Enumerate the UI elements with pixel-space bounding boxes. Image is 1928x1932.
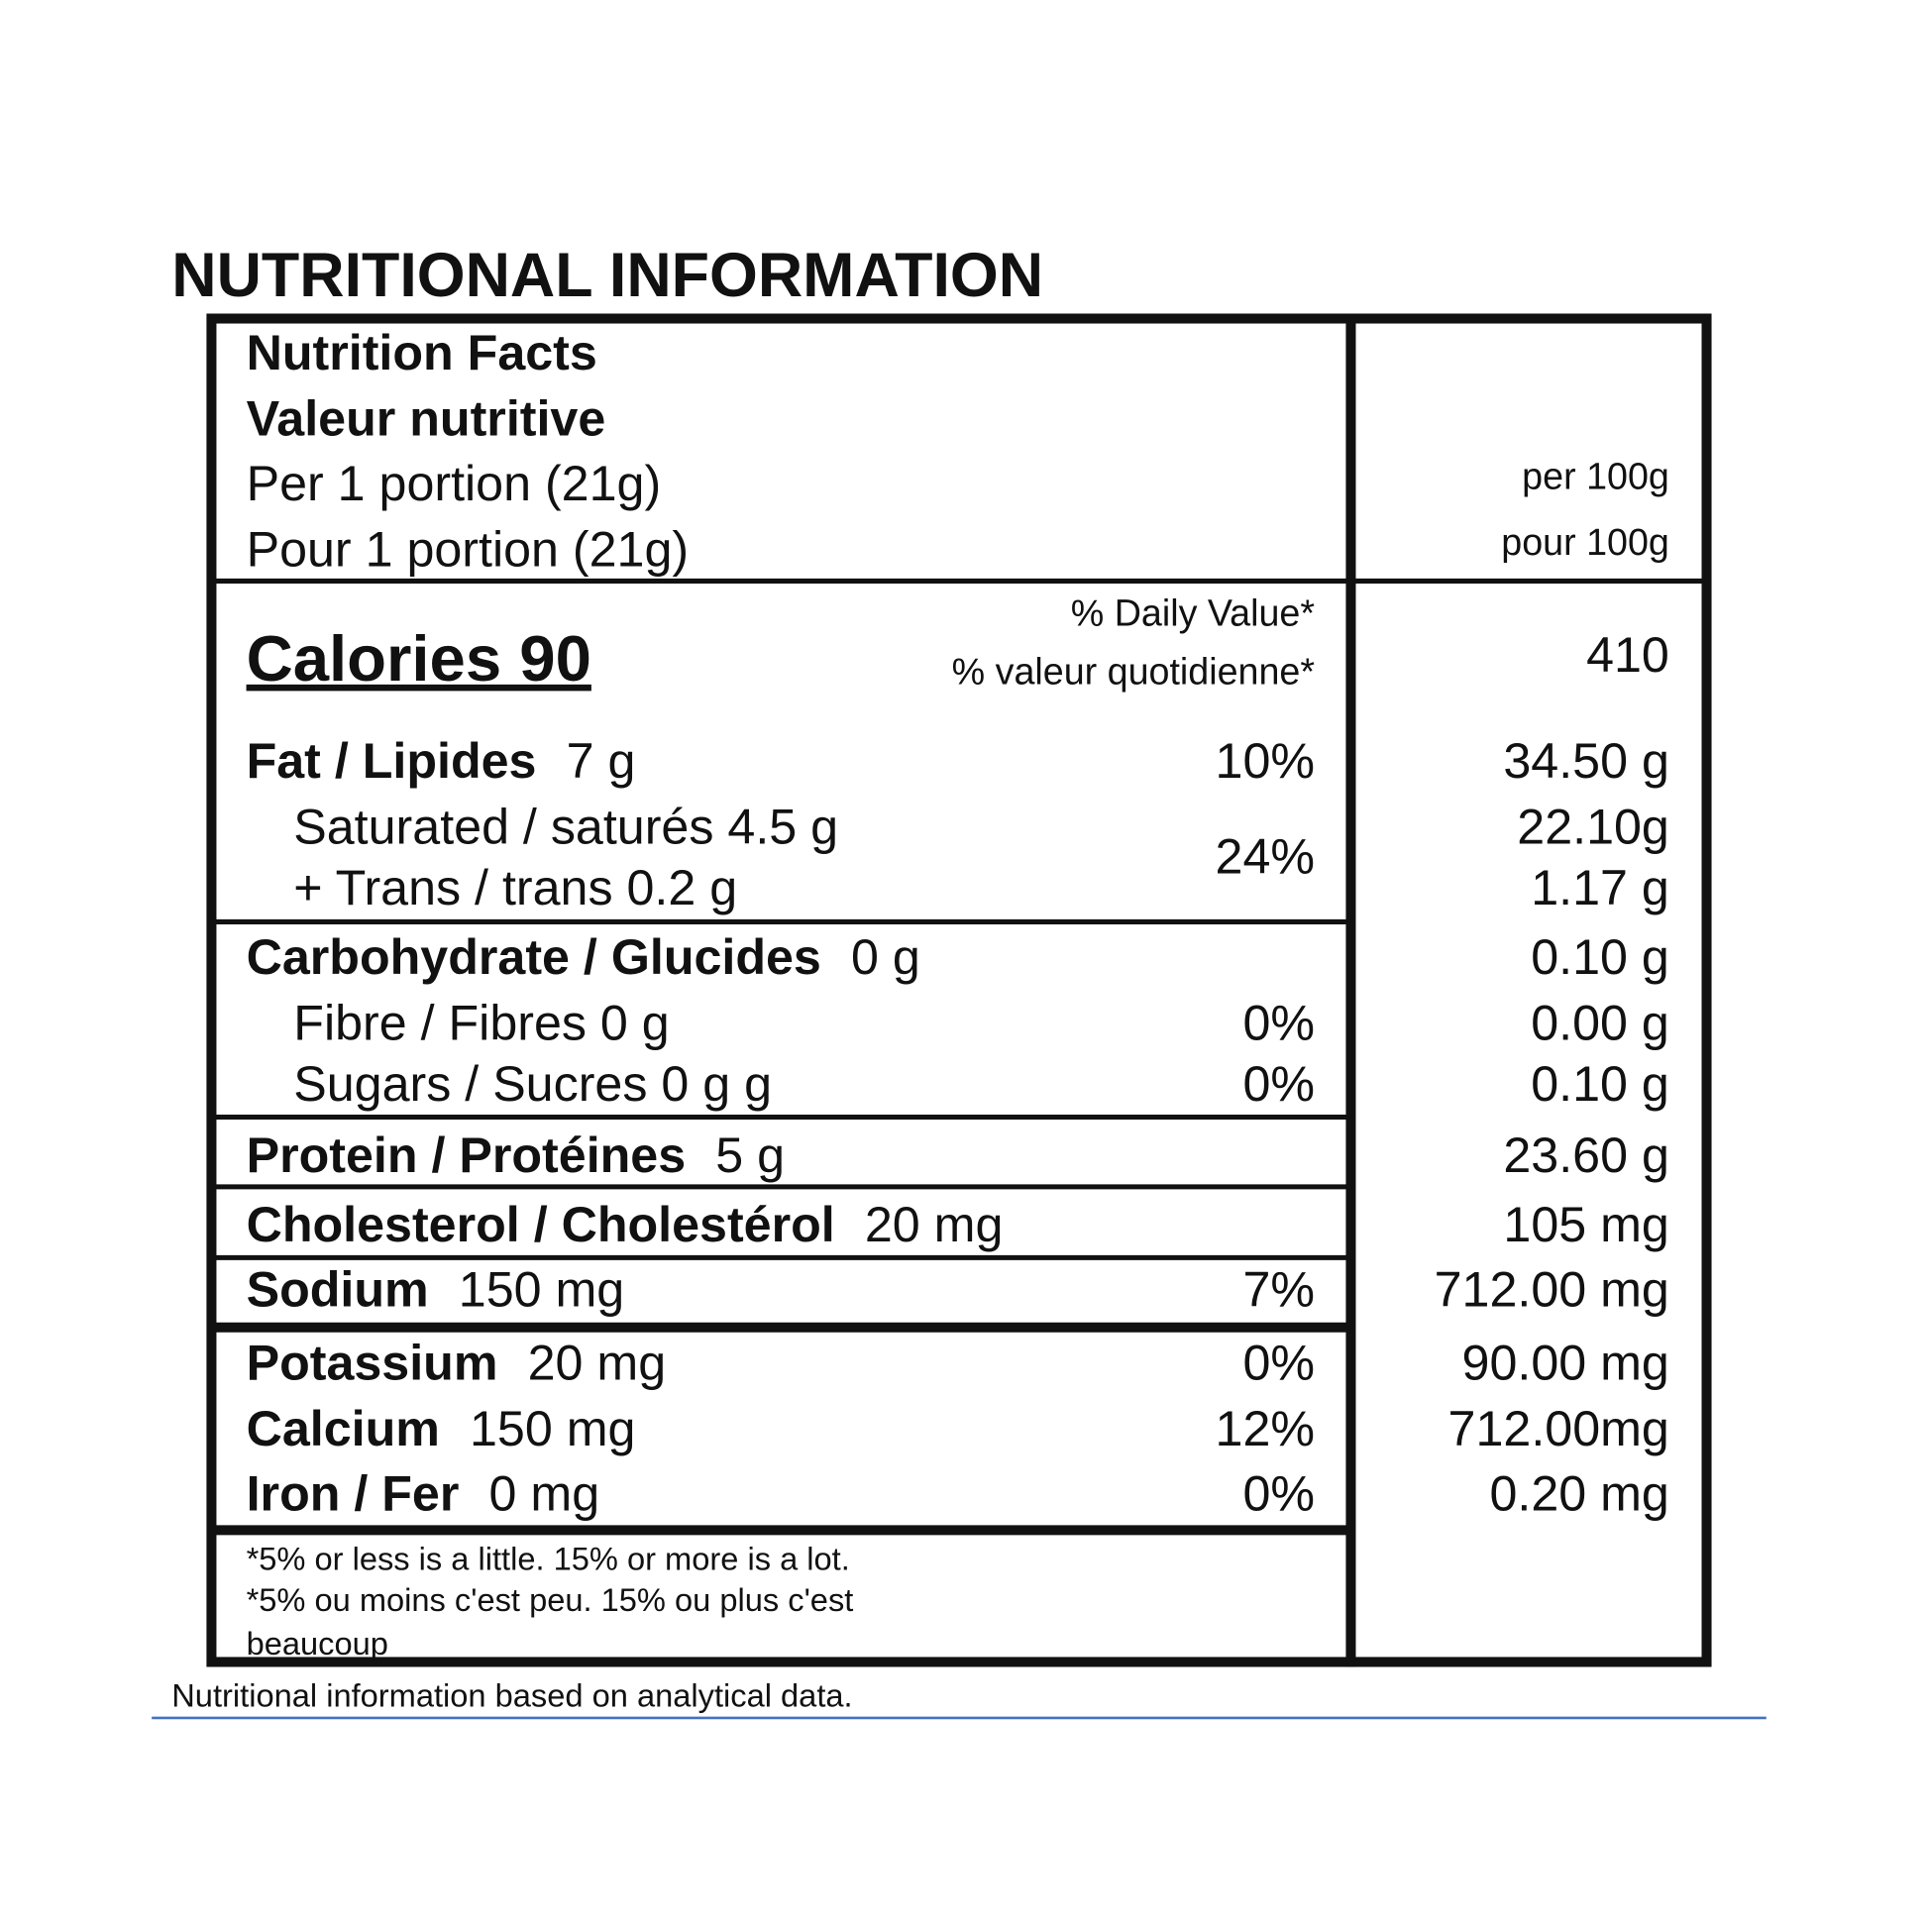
nutrient-name: Calcium xyxy=(247,1401,440,1456)
header-title: Nutrition Facts xyxy=(247,325,597,380)
nutrient-name: Sodium xyxy=(247,1261,429,1317)
per-100g-value: 90.00 mg xyxy=(1462,1335,1669,1390)
per-100g-value: 0.10 g xyxy=(1531,1056,1669,1112)
per-100g-value: 0.20 mg xyxy=(1489,1465,1668,1521)
nutrient-amount: 150 mg xyxy=(470,1401,635,1456)
source-note: Nutritional information based on analyti… xyxy=(171,1677,852,1714)
nutrient-name: Fibre / Fibres 0 g xyxy=(293,996,669,1051)
nutrient-amount: 7 g xyxy=(567,733,636,789)
nutrient-name: Fat / Lipides xyxy=(247,733,537,789)
portion: Per 1 portion (21g) xyxy=(247,456,662,511)
calories-per-100g: 410 xyxy=(1586,627,1669,683)
per-100g-value: 23.60 g xyxy=(1503,1127,1669,1183)
per-100g-value: 105 mg xyxy=(1503,1197,1668,1252)
nutrient-name: Iron / Fer xyxy=(247,1465,460,1521)
nutrient-amount: 5 g xyxy=(715,1127,785,1183)
nutrient-name: Saturated / saturés 4.5 g xyxy=(293,799,838,854)
daily-value: 0% xyxy=(1242,996,1315,1051)
footnote: beaucoup xyxy=(247,1625,388,1662)
per-100g-value: 0.00 g xyxy=(1531,996,1669,1051)
daily-value: 0% xyxy=(1242,1335,1315,1390)
per-100g-value: 22.10g xyxy=(1517,799,1669,854)
daily-value: 7% xyxy=(1242,1261,1315,1317)
rows: Fat / Lipides 7 g 10% 34.50 g Saturated / sa… xyxy=(247,733,1669,1521)
daily-value: 24% xyxy=(1216,828,1315,884)
nutrient-amount: 0 mg xyxy=(489,1465,600,1521)
per-100g-value: 1.17 g xyxy=(1531,860,1669,915)
per-100g-value: 712.00mg xyxy=(1448,1401,1669,1456)
title: NUTRITIONAL INFORMATION xyxy=(171,241,1043,310)
footnote: *5% ou moins c'est peu. 15% ou plus c'es… xyxy=(247,1581,854,1618)
per-100g-value: 0.10 g xyxy=(1531,929,1669,985)
nutrient-name: Carbohydrate / Glucides xyxy=(247,929,821,985)
per-100g-label: pour 100g xyxy=(1501,521,1669,563)
portion: Pour 1 portion (21g) xyxy=(247,521,690,577)
table-frame xyxy=(206,313,1712,1667)
nutrient-name: Cholesterol / Cholestérol xyxy=(247,1197,835,1252)
per-100g-label: per 100g xyxy=(1522,456,1669,497)
per-100g-value: 34.50 g xyxy=(1503,733,1669,789)
nutrient-name: Sugars / Sucres 0 g g xyxy=(293,1056,772,1112)
calories: Calories 90 xyxy=(247,622,591,695)
daily-value: 0% xyxy=(1242,1465,1315,1521)
dv-header: % Daily Value* xyxy=(1071,592,1316,634)
nutrient-name: Potassium xyxy=(247,1335,498,1390)
header-title: Valeur nutritive xyxy=(247,391,606,447)
nutrient-name: Protein / Protéines xyxy=(247,1127,687,1183)
daily-value: 12% xyxy=(1216,1401,1315,1456)
dv-header: % valeur quotidienne* xyxy=(952,651,1316,693)
nutrient-name: + Trans / trans 0.2 g xyxy=(293,860,737,915)
nutrient-amount: 150 mg xyxy=(459,1261,624,1317)
nutrient-amount: 20 mg xyxy=(528,1335,667,1390)
per-100g-value: 712.00 mg xyxy=(1435,1261,1669,1317)
nutrient-amount: 20 mg xyxy=(865,1197,1004,1252)
nutrient-amount: 0 g xyxy=(851,929,920,985)
daily-value: 10% xyxy=(1216,733,1315,789)
daily-value: 0% xyxy=(1242,1056,1315,1112)
footnote: *5% or less is a little. 15% or more is … xyxy=(247,1541,850,1577)
